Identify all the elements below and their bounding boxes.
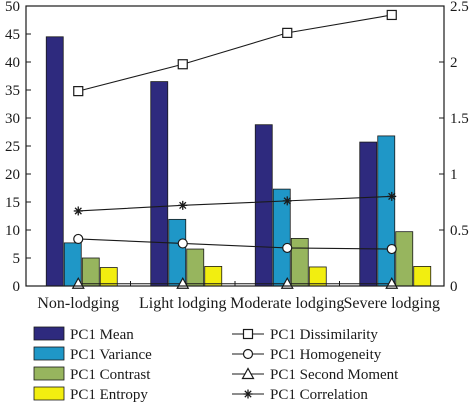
point-pc1-correlation-2-stroke bbox=[283, 197, 291, 205]
right-tick-label-1: 0.5 bbox=[450, 223, 469, 239]
legend-swatch-0 bbox=[33, 326, 65, 341]
bar-pc1-contrast-0 bbox=[81, 257, 100, 287]
left-tick-label-0: 0 bbox=[13, 279, 21, 295]
bar-pc1-variance-1 bbox=[168, 218, 187, 287]
left-tick-label-8: 40 bbox=[5, 55, 20, 71]
bar-pc1-entropy-1 bbox=[204, 265, 223, 287]
bar-pc1-contrast-1 bbox=[186, 248, 205, 287]
left-tick-label-3: 15 bbox=[5, 195, 20, 211]
bar-pc1-mean-2 bbox=[254, 124, 273, 287]
legend-marker-1 bbox=[242, 348, 254, 360]
line-pc1-dissimilarity bbox=[78, 14, 392, 92]
bar-pc1-variance-3 bbox=[377, 135, 396, 287]
point-pc1-correlation-1-stroke bbox=[179, 201, 187, 210]
category-label-0: Non-lodging bbox=[37, 295, 119, 312]
right-tick-label-0: 0 bbox=[450, 279, 458, 295]
point-pc1-homogeneity-0 bbox=[73, 233, 84, 245]
point-pc1-correlation-2 bbox=[282, 196, 292, 206]
legend-label-0: PC1 Mean bbox=[70, 327, 134, 343]
right-tick-label-2: 1 bbox=[450, 167, 458, 183]
legend-line-label-2: PC1 Second Moment bbox=[270, 367, 399, 383]
right-tick-label-4: 2 bbox=[450, 55, 458, 71]
left-tick-label-1: 5 bbox=[13, 251, 21, 267]
left-tick-label-9: 45 bbox=[5, 27, 20, 43]
point-pc1-correlation-0 bbox=[73, 206, 83, 216]
left-tick-label-2: 10 bbox=[5, 223, 20, 239]
point-pc1-correlation-1 bbox=[178, 200, 188, 210]
point-pc1-dissimilarity-2 bbox=[282, 27, 293, 38]
category-label-3: Severe lodging bbox=[344, 295, 440, 312]
left-tick-label-4: 20 bbox=[5, 167, 20, 183]
legend-swatch-2 bbox=[33, 366, 65, 381]
left-tick-label-10: 50 bbox=[5, 0, 20, 15]
point-pc1-dissimilarity-3 bbox=[386, 9, 397, 21]
bar-pc1-mean-1 bbox=[150, 81, 169, 287]
legend-marker-0 bbox=[242, 328, 254, 340]
legend-line-label-1: PC1 Homogeneity bbox=[270, 347, 382, 363]
point-pc1-homogeneity-1 bbox=[177, 238, 188, 249]
point-pc1-homogeneity-2 bbox=[282, 242, 293, 254]
legend-label-1: PC1 Variance bbox=[70, 347, 152, 363]
point-pc1-correlation-3-stroke bbox=[388, 192, 396, 201]
bar-pc1-mean-0 bbox=[45, 36, 64, 287]
left-tick-label-6: 30 bbox=[5, 111, 20, 127]
point-pc1-homogeneity-3 bbox=[386, 243, 397, 255]
point-pc1-dissimilarity-1 bbox=[177, 59, 188, 70]
legend-line-label-0: PC1 Dissimilarity bbox=[270, 327, 378, 343]
point-pc1-correlation-0-stroke bbox=[74, 207, 82, 215]
legend-marker-3-stroke bbox=[244, 390, 252, 398]
bar-pc1-entropy-2 bbox=[308, 266, 327, 287]
legend-marker-3 bbox=[243, 389, 253, 399]
point-pc1-correlation-3 bbox=[387, 191, 397, 201]
bar-pc1-entropy-3 bbox=[413, 265, 432, 287]
legend-line-label-3: PC1 Correlation bbox=[270, 387, 368, 403]
line-pc1-homogeneity bbox=[78, 238, 392, 250]
legend-label-2: PC1 Contrast bbox=[70, 367, 151, 383]
bar-pc1-contrast-3 bbox=[395, 231, 414, 287]
bar-pc1-contrast-2 bbox=[290, 237, 309, 287]
line-pc1-correlation bbox=[78, 195, 392, 212]
right-tick-label-5: 2.5 bbox=[450, 0, 469, 15]
bar-pc1-mean-3 bbox=[359, 141, 378, 287]
legend-swatch-3 bbox=[33, 386, 65, 401]
legend-swatch-1 bbox=[33, 346, 65, 361]
right-tick-label-3: 1.5 bbox=[450, 111, 469, 127]
legend-marker-2 bbox=[241, 367, 255, 380]
point-pc1-dissimilarity-0 bbox=[73, 86, 84, 97]
category-label-2: Moderate lodging bbox=[230, 295, 344, 312]
left-tick-label-7: 35 bbox=[5, 83, 20, 99]
category-label-1: Light lodging bbox=[139, 295, 227, 312]
legend-label-3: PC1 Entropy bbox=[70, 387, 148, 403]
left-tick-label-5: 25 bbox=[5, 139, 20, 155]
